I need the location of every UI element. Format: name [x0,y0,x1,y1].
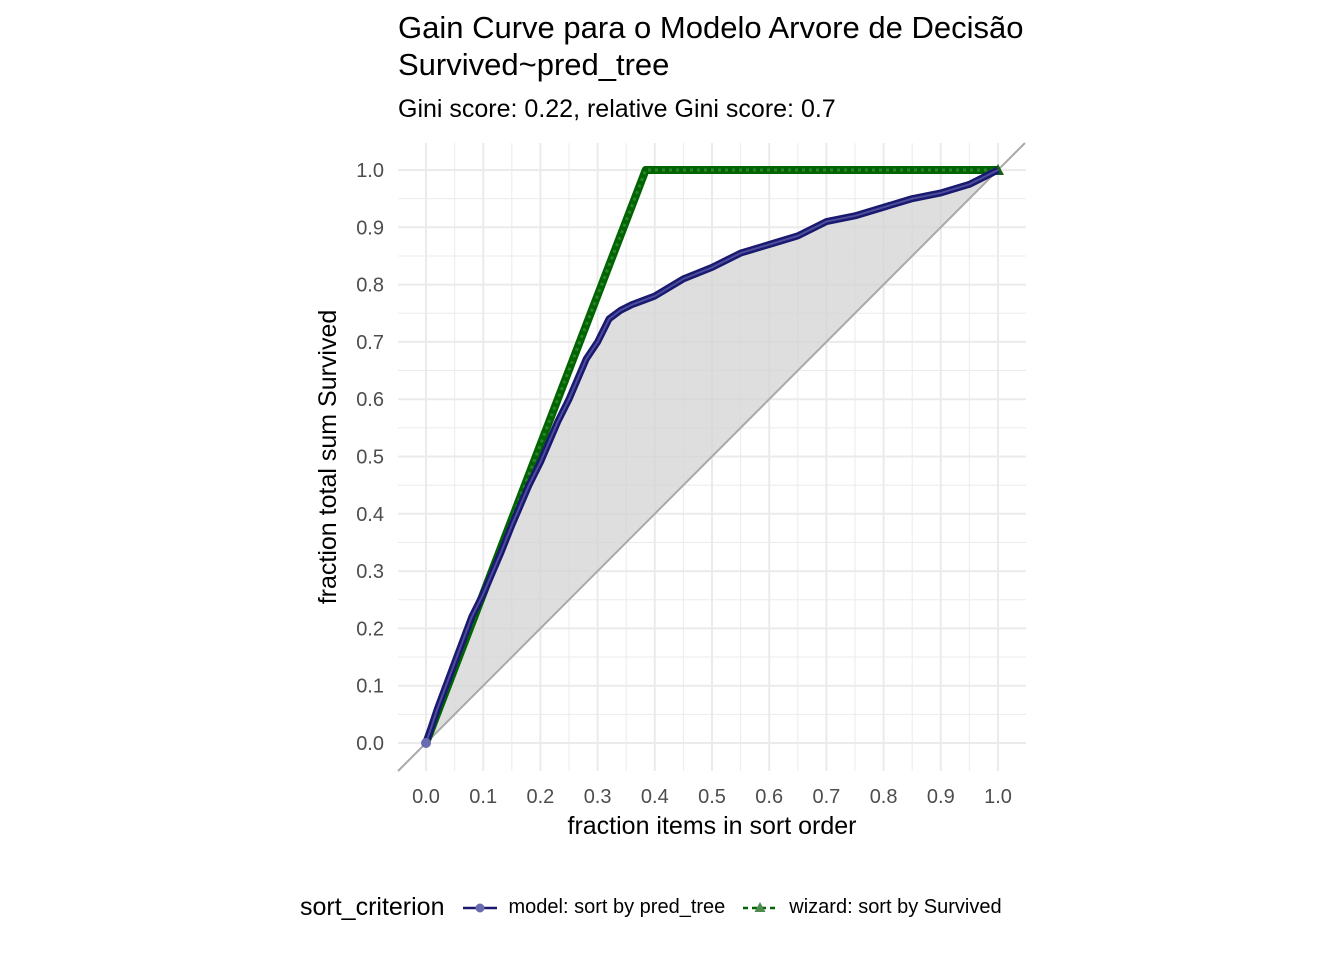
x-tick-label: 0.5 [698,786,726,808]
y-tick-label: 0.5 [356,447,384,469]
legend-key-circle-icon [462,903,497,912]
diagonal-reference [397,142,1026,772]
legend-title: sort_criterion [300,893,445,921]
legend-item-wizard: wizard: sort by Survived [741,896,1002,919]
series-start-marker-model [421,738,431,748]
x-tick-label: 0.3 [584,786,612,808]
x-tick-label: 0.6 [755,786,783,808]
x-tick-label: 0.2 [526,786,554,808]
y-tick-label: 0.8 [356,275,384,297]
y-tick-label: 0.7 [356,332,384,354]
x-tick-label: 0.1 [469,786,497,808]
legend-label-wizard: wizard: sort by Survived [789,896,1002,918]
y-tick-label: 0.6 [356,389,384,411]
y-tick-label: 0.2 [356,618,384,640]
legend-label-model: model: sort by pred_tree [508,896,726,918]
legend-item-model: model: sort by pred_tree [461,896,726,919]
diagonal-line [397,142,1026,772]
y-tick-label: 0.0 [356,733,384,755]
y-tick-label: 0.4 [356,504,384,526]
chart-subtitle: Gini score: 0.22, relative Gini score: 0… [398,95,836,123]
chart-title: Gain Curve para o Modelo Arvore de Decis… [398,10,1024,45]
y-tick-label: 0.3 [356,561,384,583]
x-tick-label: 1.0 [984,786,1012,808]
y-ticks: 0.0 0.1 0.2 0.3 0.4 0.5 0.6 0.7 0.8 0.9 1.0 [356,160,384,755]
chart-title-line2: Survived~pred_tree [398,47,670,82]
series-layer [421,164,1004,748]
y-tick-label: 1.0 [356,160,384,182]
y-axis-title: fraction total sum Survived [314,310,342,605]
x-axis-title: fraction items in sort order [568,812,857,840]
x-tick-label: 0.7 [812,786,840,808]
legend: sort_criterion model: sort by pred_tree … [300,893,1018,922]
x-tick-label: 0.8 [870,786,898,808]
y-tick-label: 0.9 [356,217,384,239]
x-tick-label: 0.9 [927,786,955,808]
x-ticks: 0.0 0.1 0.2 0.3 0.4 0.5 0.6 0.7 0.8 0.9 1.0 [412,786,1012,808]
series-markers-model [425,169,999,744]
legend-key-triangle-icon [743,901,778,912]
x-tick-label: 0.4 [641,786,669,808]
x-tick-label: 0.0 [412,786,440,808]
y-tick-label: 0.1 [356,676,384,698]
